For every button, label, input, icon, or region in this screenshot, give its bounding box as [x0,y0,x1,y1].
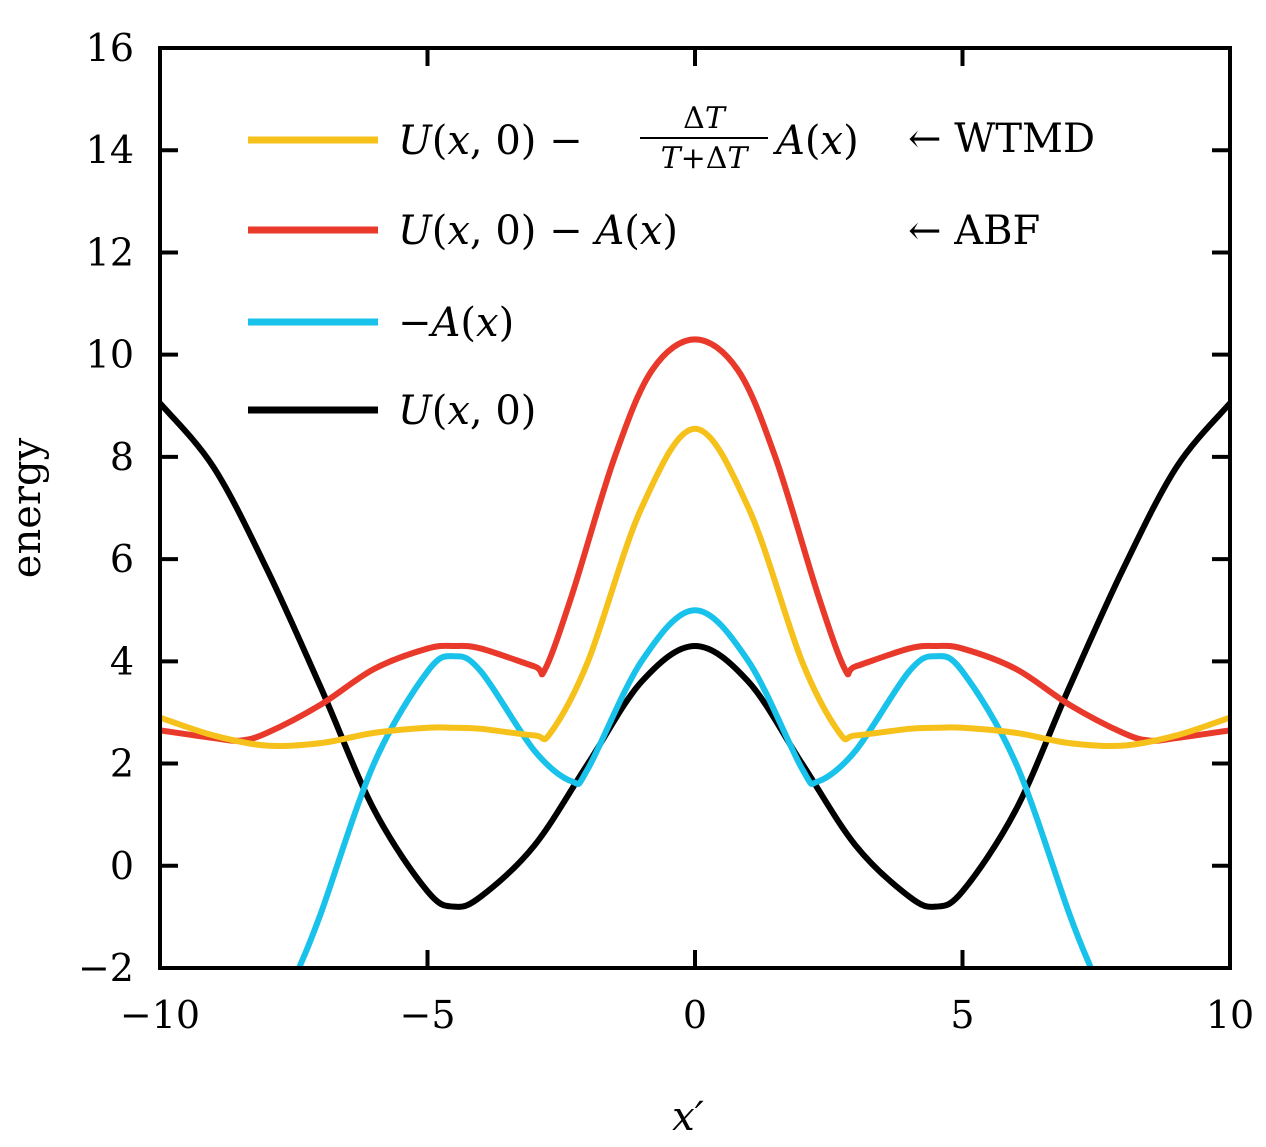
tick-layer: −10 −5 0 5 10 −2 0 2 4 6 8 10 12 14 16 [78,26,1254,1037]
x-tick-label: 10 [1206,993,1254,1037]
legend: U(x, 0) − ΔT T+ΔT A(x) ← WTMD U(x, 0) − … [248,101,1095,434]
svg-text:ΔT: ΔT [683,101,727,136]
x-axis-title: x′ [672,1094,704,1140]
y-axis-title: energy [4,437,50,578]
x-tick-label: −5 [399,993,455,1037]
legend-annotation-abf: ← ABF [908,208,1040,254]
legend-label-wtmd: U(x, 0) − [398,118,583,164]
series-line-wtmd [160,425,1230,750]
y-tick-label: 10 [86,333,134,377]
y-tick-label: 16 [86,26,134,70]
y-tick-label: 12 [86,230,134,274]
x-tick-label: −10 [120,993,200,1037]
legend-label-abf: U(x, 0) − A(x) [398,208,678,254]
legend-label-U: U(x, 0) [398,388,536,434]
y-tick-label: 4 [110,639,134,683]
series-line-negA [296,607,1094,968]
plot-frame [158,46,1232,970]
legend-label-wtmd-tail: A(x) [772,118,859,164]
legend-annotation-wtmd: ← WTMD [908,116,1095,162]
y-tick-label: 2 [110,742,134,786]
legend-fraction: ΔT T+ΔT [640,101,768,176]
series-line-U [160,401,1230,910]
x-tick-label: 0 [683,993,707,1037]
x-tick-label: 5 [950,993,974,1037]
series-line-abf [160,336,1230,744]
y-tick-label: 8 [110,435,134,479]
y-tick-label: 0 [110,844,134,888]
y-tick-label: 6 [110,537,134,581]
legend-label-negA: −A(x) [398,300,514,346]
series-layer [160,336,1230,968]
y-tick-label: −2 [78,946,134,990]
svg-text:T+ΔT: T+ΔT [661,141,750,176]
y-tick-label: 14 [86,128,134,172]
